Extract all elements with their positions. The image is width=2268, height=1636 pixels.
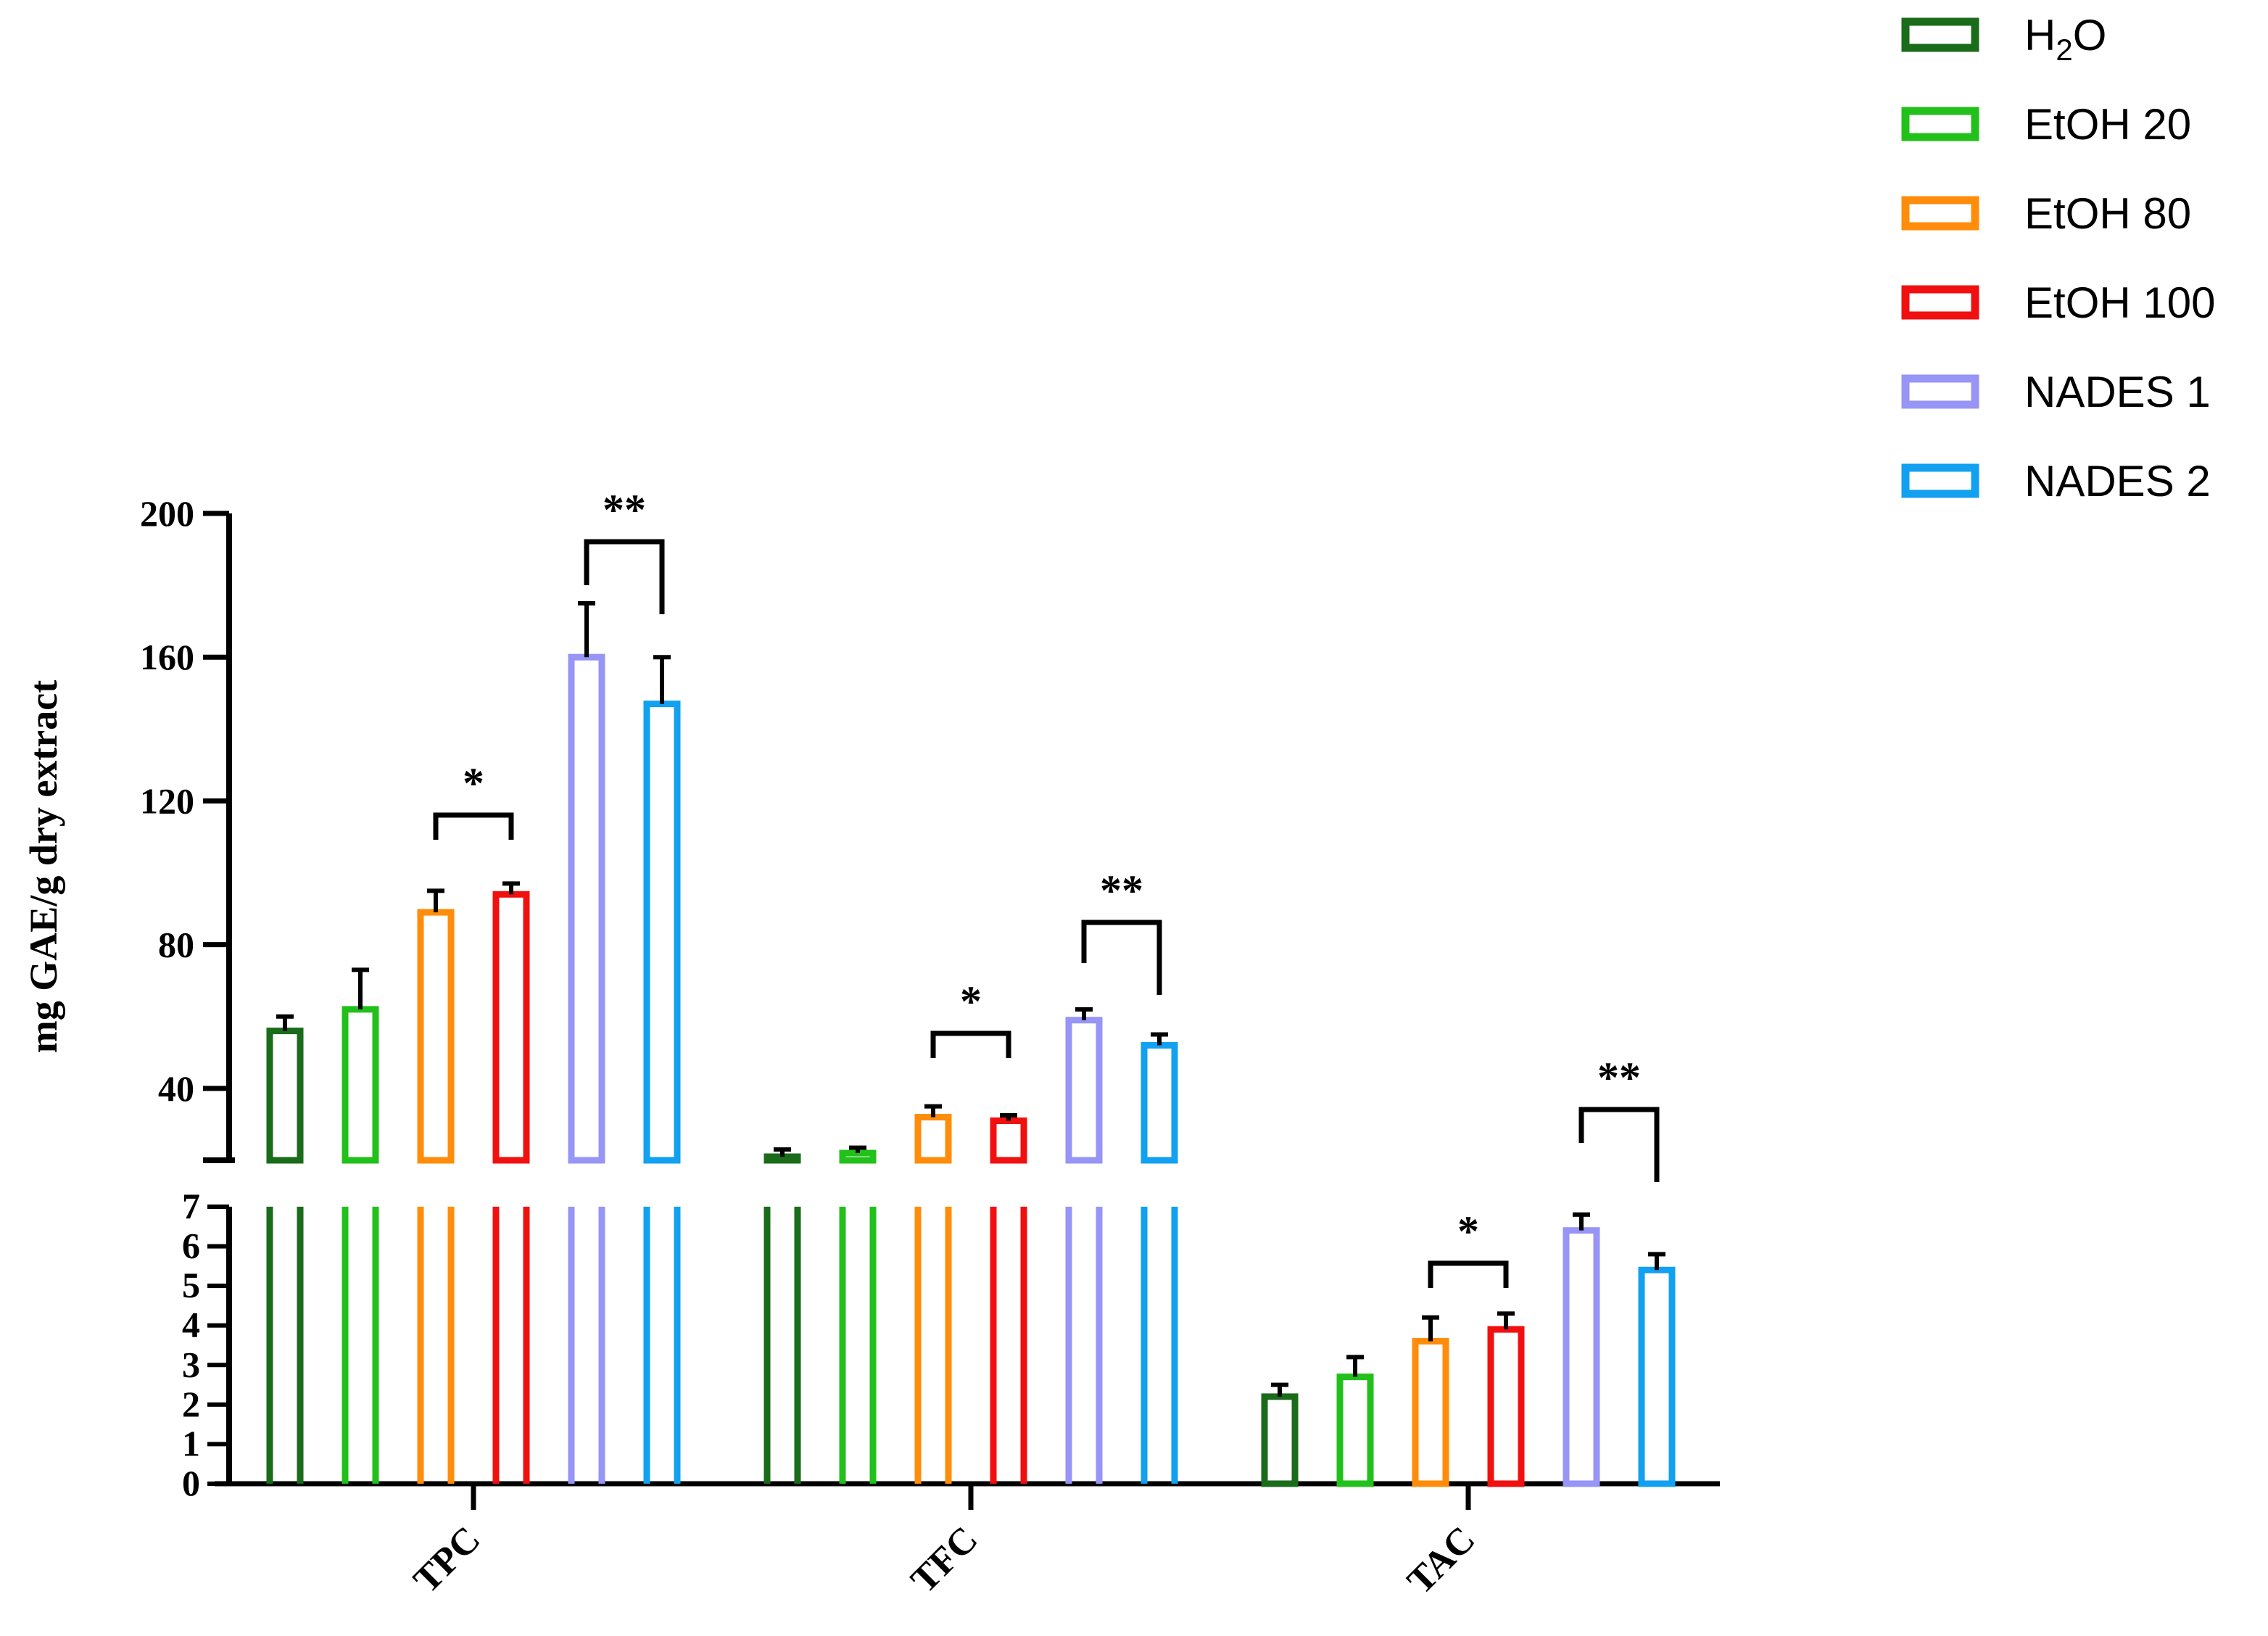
legend-item-H2O: H2O xyxy=(1901,11,2106,67)
category-label-TAC: TAC xyxy=(1399,1519,1483,1602)
bar-TAC-NADES 2 xyxy=(1638,1266,1676,1487)
legend-item-EtOH 100: EtOH 100 xyxy=(1901,278,2215,327)
bracket-line xyxy=(1428,1260,1509,1288)
legend-swatch xyxy=(1901,107,1979,141)
bar-TPC-EtOH 100 xyxy=(492,891,530,1164)
bar-TPC-NADES 2 xyxy=(643,701,681,1164)
upper-y-tick-label: 120 xyxy=(140,780,194,821)
lower-y-tick-label: 3 xyxy=(182,1344,200,1384)
upper-y-tick-label: 40 xyxy=(158,1068,194,1109)
bar-TAC-EtOH 100 xyxy=(1487,1326,1525,1487)
legend-label: NADES 1 xyxy=(2024,368,2211,416)
y-axis-label: mg GAE/g dry extract xyxy=(22,680,65,1053)
bar-TPC-NADES 1 xyxy=(568,653,605,1164)
legend-swatch xyxy=(1901,17,1979,52)
lower-y-tick-label: 1 xyxy=(182,1423,200,1463)
bar-TFC-EtOH 20 xyxy=(839,1149,877,1164)
legend-item-NADES 1: NADES 1 xyxy=(1901,368,2211,416)
significance-bracket: * xyxy=(433,759,514,840)
significance-label: ** xyxy=(603,486,646,534)
legend-swatch xyxy=(1901,285,1979,320)
significance-bracket: ** xyxy=(1578,1054,1660,1182)
bar-TFC-NADES 1 xyxy=(1065,1017,1103,1164)
significance-label: * xyxy=(463,759,484,807)
upper-y-axis: 40 80 120 160 200 xyxy=(140,493,235,1163)
significance-label: ** xyxy=(1597,1054,1641,1102)
bracket-line xyxy=(433,812,514,840)
legend-swatch xyxy=(1901,196,1979,231)
legend-item-NADES 2: NADES 2 xyxy=(1901,457,2211,505)
upper-y-tick-label: 160 xyxy=(140,637,194,677)
bar-TFC-H2O xyxy=(763,1153,801,1164)
lower-y-tick-label: 2 xyxy=(182,1384,200,1424)
bar-TAC-EtOH 20 xyxy=(1336,1373,1374,1487)
bar-TFC-NADES 2 xyxy=(1141,1041,1178,1164)
category-label-TPC: TPC xyxy=(406,1519,489,1601)
bar-TPC-H2O xyxy=(266,1028,304,1164)
legend-label: EtOH 80 xyxy=(2024,189,2191,238)
lower-y-tick-label: 0 xyxy=(182,1463,200,1503)
significance-bracket: * xyxy=(930,978,1011,1058)
bracket-line xyxy=(1578,1107,1660,1182)
significance-layer: ********* xyxy=(433,486,1660,1288)
significance-label: * xyxy=(1457,1207,1479,1255)
significance-bracket: * xyxy=(1428,1207,1509,1288)
category-label-TFC: TFC xyxy=(903,1519,986,1601)
bar-TPC-EtOH 80 xyxy=(417,909,455,1164)
upper-y-tick-label: 200 xyxy=(140,493,194,534)
lower-y-tick-label: 6 xyxy=(182,1226,200,1266)
bracket-line xyxy=(930,1030,1011,1058)
bracket-line xyxy=(584,539,665,614)
bar-TAC-H2O xyxy=(1261,1393,1299,1487)
category-labels: TPC TFC TAC xyxy=(406,1484,1483,1602)
significance-bracket: ** xyxy=(1081,867,1162,995)
legend-item-EtOH 20: EtOH 20 xyxy=(1901,100,2191,149)
legend-label: EtOH 20 xyxy=(2024,100,2191,149)
legend-item-EtOH 80: EtOH 80 xyxy=(1901,189,2191,238)
legend-swatch xyxy=(1901,463,1979,498)
bar-TAC-EtOH 80 xyxy=(1412,1338,1449,1487)
legend-label: NADES 2 xyxy=(2024,457,2211,505)
legend: H2O EtOH 20 EtOH 80 EtOH 100 NADES 1 NADES 2 xyxy=(1901,11,2215,505)
lower-y-tick-label: 7 xyxy=(182,1186,200,1226)
legend-label: EtOH 100 xyxy=(2024,278,2215,327)
legend-label: H2O xyxy=(2024,11,2106,67)
bar-TFC-EtOH 100 xyxy=(990,1117,1027,1164)
upper-y-tick-label: 80 xyxy=(158,925,194,965)
bar-TAC-NADES 1 xyxy=(1563,1227,1600,1487)
significance-label: ** xyxy=(1100,867,1143,914)
bar-TFC-EtOH 80 xyxy=(914,1114,952,1164)
bar-TPC-EtOH 20 xyxy=(342,1006,379,1164)
legend-swatch xyxy=(1901,374,1979,409)
bracket-line xyxy=(1081,920,1162,995)
bars-layer xyxy=(266,600,1676,1487)
lower-y-tick-label: 4 xyxy=(182,1305,200,1345)
lower-y-tick-label: 5 xyxy=(182,1265,200,1305)
significance-label: * xyxy=(960,978,982,1025)
significance-bracket: ** xyxy=(584,486,665,614)
